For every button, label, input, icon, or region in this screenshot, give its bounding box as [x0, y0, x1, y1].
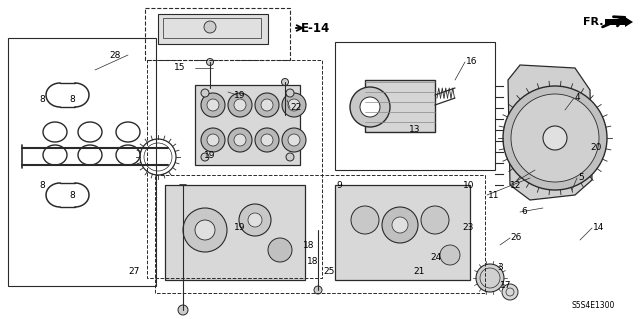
Bar: [8, 38, 156, 286]
Text: 9: 9: [336, 181, 342, 189]
Text: 8: 8: [39, 181, 45, 189]
Text: 24: 24: [430, 254, 441, 263]
Circle shape: [239, 204, 271, 236]
Circle shape: [207, 134, 219, 146]
Circle shape: [286, 153, 294, 161]
Circle shape: [201, 93, 225, 117]
Circle shape: [360, 97, 380, 117]
Polygon shape: [335, 185, 470, 280]
Text: 18: 18: [303, 241, 314, 249]
Circle shape: [350, 87, 390, 127]
Circle shape: [282, 78, 289, 85]
Text: 17: 17: [500, 280, 511, 290]
Circle shape: [248, 213, 262, 227]
Circle shape: [234, 134, 246, 146]
Circle shape: [288, 99, 300, 111]
Text: 20: 20: [590, 144, 602, 152]
Circle shape: [282, 93, 306, 117]
Circle shape: [502, 284, 518, 300]
Text: 10: 10: [463, 181, 474, 189]
Text: 21: 21: [413, 268, 424, 277]
Circle shape: [382, 207, 418, 243]
Text: 19: 19: [234, 91, 246, 100]
Polygon shape: [195, 85, 300, 165]
Circle shape: [351, 206, 379, 234]
Bar: [335, 42, 495, 170]
Circle shape: [503, 86, 607, 190]
Circle shape: [228, 128, 252, 152]
Circle shape: [195, 220, 215, 240]
Polygon shape: [165, 185, 305, 280]
Circle shape: [204, 21, 216, 33]
Text: 15: 15: [173, 63, 185, 72]
Bar: [147, 60, 322, 278]
Bar: [163, 18, 261, 38]
Circle shape: [207, 99, 219, 111]
Circle shape: [183, 208, 227, 252]
Circle shape: [255, 93, 279, 117]
Polygon shape: [508, 65, 592, 200]
Text: S5S4E1300: S5S4E1300: [572, 301, 616, 310]
Text: 4: 4: [575, 93, 580, 102]
Text: 19: 19: [234, 224, 246, 233]
Circle shape: [288, 134, 300, 146]
Bar: [365, 80, 435, 132]
Text: 19: 19: [204, 151, 216, 160]
Circle shape: [392, 217, 408, 233]
Circle shape: [282, 128, 306, 152]
Text: 3: 3: [497, 263, 503, 272]
Text: 8: 8: [39, 95, 45, 105]
Text: 13: 13: [409, 125, 420, 135]
Circle shape: [234, 99, 246, 111]
Circle shape: [228, 93, 252, 117]
Text: 27: 27: [128, 268, 140, 277]
Circle shape: [178, 305, 188, 315]
Text: 25: 25: [323, 268, 334, 277]
Bar: [158, 14, 268, 44]
Text: 8: 8: [69, 95, 75, 105]
FancyArrow shape: [605, 17, 633, 27]
Circle shape: [440, 245, 460, 265]
Circle shape: [476, 264, 504, 292]
Circle shape: [201, 153, 209, 161]
Text: 12: 12: [510, 181, 522, 189]
Text: 6: 6: [521, 207, 527, 217]
Circle shape: [261, 134, 273, 146]
Text: 8: 8: [69, 190, 75, 199]
Circle shape: [511, 94, 599, 182]
Text: 16: 16: [466, 57, 477, 66]
Circle shape: [201, 128, 225, 152]
Text: 14: 14: [593, 224, 604, 233]
Text: 11: 11: [488, 190, 499, 199]
Circle shape: [286, 89, 294, 97]
Circle shape: [261, 99, 273, 111]
Text: 28: 28: [109, 50, 121, 60]
Text: 23: 23: [462, 224, 474, 233]
Circle shape: [314, 286, 322, 294]
Circle shape: [268, 238, 292, 262]
Circle shape: [207, 58, 214, 65]
Text: FR.: FR.: [583, 17, 604, 27]
Circle shape: [201, 89, 209, 97]
Text: 18: 18: [307, 257, 319, 266]
Text: E-14: E-14: [301, 21, 331, 34]
Text: 26: 26: [510, 234, 522, 242]
Bar: [145, 8, 290, 60]
Circle shape: [543, 126, 567, 150]
Circle shape: [421, 206, 449, 234]
Bar: [155, 175, 485, 293]
Text: 5: 5: [578, 174, 584, 182]
Circle shape: [255, 128, 279, 152]
Text: 22: 22: [290, 103, 301, 113]
